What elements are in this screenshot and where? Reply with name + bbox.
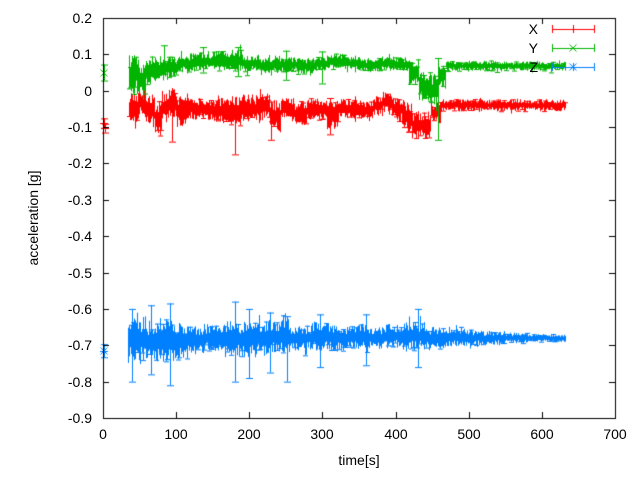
x-axis-label: time[s] (338, 452, 380, 468)
y-tick-label: -0.9 (67, 410, 92, 426)
y-tick-label: -0.6 (67, 301, 92, 317)
y-tick-label: -0.4 (67, 228, 92, 244)
x-tick-label: 700 (603, 426, 627, 442)
y-tick-label: 0.2 (72, 10, 92, 26)
y-tick-label: 0.1 (72, 46, 92, 62)
x-tick-label: 400 (384, 426, 408, 442)
y-tick-label: -0.5 (67, 265, 92, 281)
x-tick-label: 100 (164, 426, 188, 442)
x-tick-label: 500 (457, 426, 481, 442)
y-tick-label: -0.7 (67, 337, 92, 353)
y-tick-label: -0.3 (67, 192, 92, 208)
y-tick-label: -0.1 (67, 119, 92, 135)
legend-label-y: Y (528, 40, 538, 56)
x-tick-label: 600 (530, 426, 554, 442)
legend-label-x: X (528, 21, 538, 37)
x-tick-label: 200 (237, 426, 261, 442)
legend-label-z: Z (529, 59, 538, 75)
y-tick-label: 0 (84, 83, 92, 99)
x-tick-label: 0 (99, 426, 107, 442)
y-axis-label: acceleration [g] (25, 170, 41, 266)
y-tick-label: -0.8 (67, 374, 92, 390)
y-tick-label: -0.2 (67, 155, 92, 171)
x-tick-label: 300 (310, 426, 334, 442)
